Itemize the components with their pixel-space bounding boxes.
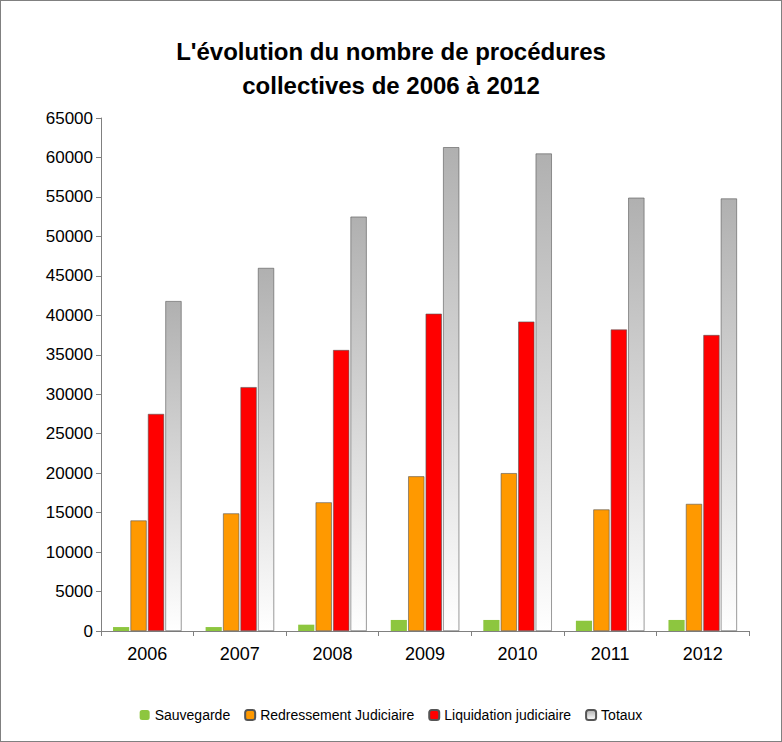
svg-text:Totaux: Totaux [601,707,642,723]
svg-text:Liquidation judiciaire: Liquidation judiciaire [444,707,571,723]
svg-text:L'évolution du nombre de procé: L'évolution du nombre de procédures [176,38,606,65]
svg-text:2008: 2008 [312,644,352,664]
svg-text:65000: 65000 [46,109,93,128]
svg-text:2006: 2006 [127,644,167,664]
svg-text:55000: 55000 [46,187,93,206]
svg-text:10000: 10000 [46,543,93,562]
svg-text:Sauvegarde: Sauvegarde [155,707,231,723]
svg-text:35000: 35000 [46,345,93,364]
svg-text:30000: 30000 [46,385,93,404]
svg-text:15000: 15000 [46,503,93,522]
svg-text:Redressement Judiciaire: Redressement Judiciaire [260,707,414,723]
svg-text:2012: 2012 [683,644,723,664]
svg-text:2011: 2011 [591,644,630,664]
svg-text:2009: 2009 [405,644,445,664]
svg-text:45000: 45000 [46,266,93,285]
svg-text:2007: 2007 [220,644,260,664]
svg-text:2010: 2010 [498,644,538,664]
svg-text:25000: 25000 [46,424,93,443]
svg-text:60000: 60000 [46,148,93,167]
svg-text:collectives de 2006 à 2012: collectives de 2006 à 2012 [242,72,540,99]
svg-text:20000: 20000 [46,464,93,483]
svg-text:40000: 40000 [46,306,93,325]
svg-text:0: 0 [84,622,93,641]
svg-text:50000: 50000 [46,227,93,246]
svg-text:5000: 5000 [55,582,93,601]
